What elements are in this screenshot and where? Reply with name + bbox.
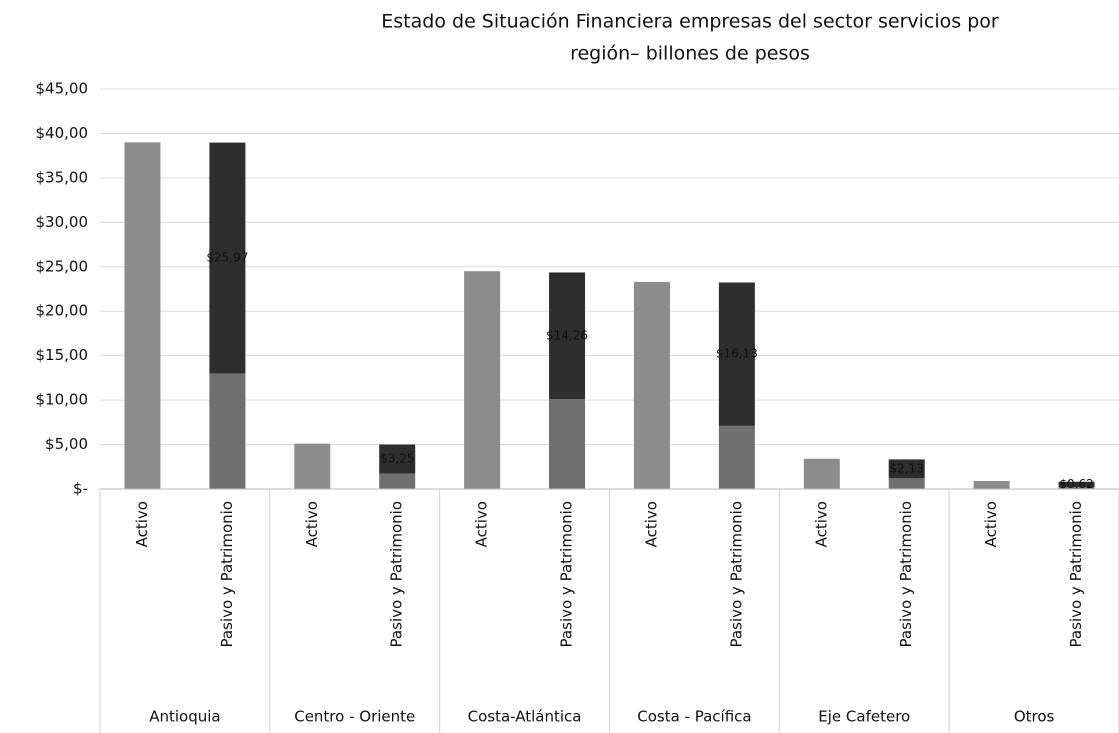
y-tick-label: $5,00 (45, 435, 88, 453)
group-label: Costa-Atlántica (468, 708, 582, 726)
group-label: Costa - Pacífica (637, 708, 751, 726)
bar-segment (379, 473, 416, 489)
group-label: Otros (1014, 708, 1055, 726)
chart-title: región– billones de pesos (570, 43, 810, 65)
bar-segment (379, 444, 416, 474)
bar-segment (209, 373, 246, 489)
y-tick-label: $20,00 (36, 302, 89, 320)
bar-segment (718, 425, 755, 489)
group-label: Eje Cafetero (818, 708, 910, 726)
value-label: $2,13 (890, 461, 924, 475)
bar-segment (633, 281, 670, 489)
x-tick-label: Activo (133, 501, 151, 547)
chart-title: Estado de Situación Financiera empresas … (381, 11, 999, 33)
x-tick-label: Pasivo y Patrimonio (218, 501, 236, 647)
x-tick-label: Activo (982, 501, 1000, 547)
bar-segment (888, 459, 925, 479)
bar-segment (549, 399, 586, 489)
y-tick-label: $- (73, 480, 88, 498)
x-tick-label: Activo (642, 501, 660, 547)
bar-segment (549, 272, 586, 400)
group-label: Antioquia (149, 708, 220, 726)
bar-segment (294, 443, 331, 489)
bar-segment (464, 271, 501, 489)
x-tick-label: Pasivo y Patrimonio (1067, 501, 1085, 647)
x-tick-label: Pasivo y Patrimonio (897, 501, 915, 647)
bar-segment (718, 282, 755, 426)
value-label: $0,62 (1059, 477, 1093, 491)
x-tick-label: Activo (303, 501, 321, 547)
y-tick-label: $35,00 (36, 168, 89, 186)
y-tick-label: $40,00 (36, 124, 89, 142)
y-tick-label: $10,00 (36, 391, 89, 409)
bar-segment (803, 458, 840, 489)
bar-segment (1058, 487, 1095, 489)
y-tick-label: $15,00 (36, 346, 89, 364)
x-tick-label: Pasivo y Patrimonio (558, 501, 576, 647)
bar-segment (973, 481, 1010, 489)
bar-segment (124, 142, 161, 490)
bar-segment (888, 478, 925, 489)
x-tick-label: Activo (473, 501, 491, 547)
x-tick-label: Activo (812, 501, 830, 547)
bar-segment (1058, 481, 1095, 488)
group-label: Centro - Oriente (294, 708, 415, 726)
value-label: $16,13 (716, 347, 758, 361)
x-tick-label: Pasivo y Patrimonio (727, 501, 745, 647)
y-tick-label: $25,00 (36, 257, 89, 275)
value-label: $14,26 (546, 328, 588, 342)
y-tick-label: $45,00 (36, 80, 89, 98)
bar-segment (209, 142, 246, 374)
y-tick-label: $30,00 (36, 213, 89, 231)
value-label: $3,25 (380, 452, 414, 466)
x-tick-label: Pasivo y Patrimonio (388, 501, 406, 647)
value-label: $25,97 (206, 251, 248, 265)
